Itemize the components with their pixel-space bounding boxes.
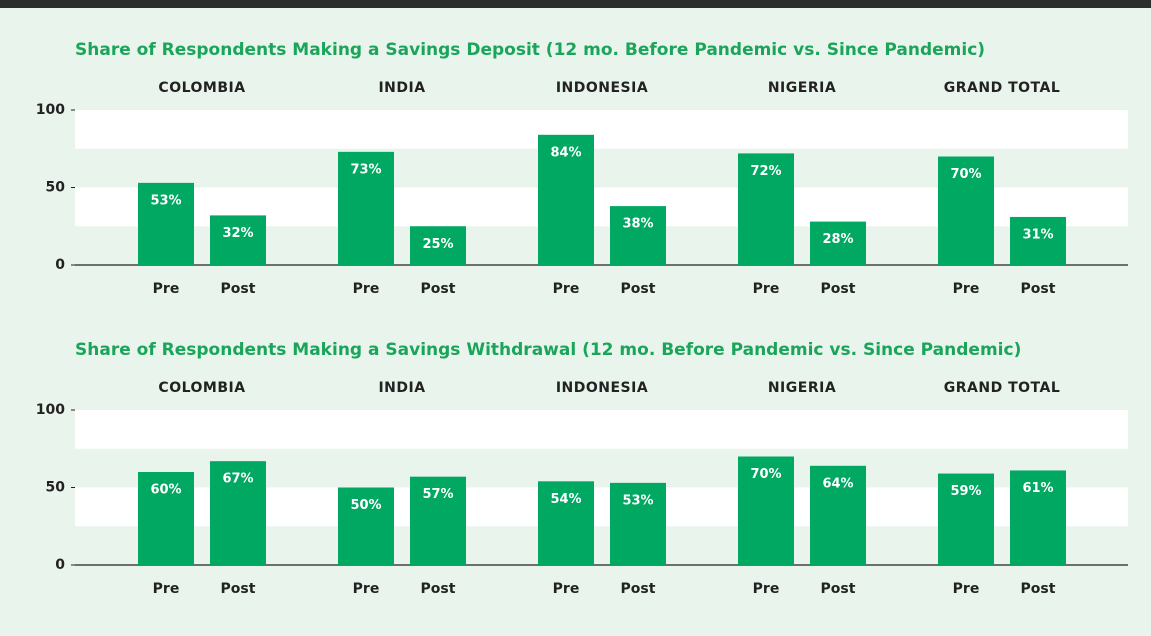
y-tick-label: 50 [46, 180, 66, 196]
value-label: 28% [822, 232, 853, 247]
bar [538, 134, 594, 265]
y-tick-label: 0 [55, 557, 65, 573]
top-bar [0, 0, 1151, 8]
x-tick-label: Post [221, 581, 256, 597]
bar [138, 182, 194, 265]
group-label: COLOMBIA [158, 80, 245, 96]
chart-title: Share of Respondents Making a Savings De… [75, 40, 985, 60]
chart-title: Share of Respondents Making a Savings Wi… [75, 340, 1021, 360]
group-label: INDIA [378, 380, 425, 396]
x-tick-label: Pre [153, 581, 180, 597]
bar [938, 473, 994, 565]
bar [410, 476, 466, 565]
x-tick-label: Post [621, 581, 656, 597]
y-tick-label: 100 [36, 402, 65, 418]
value-label: 64% [822, 476, 853, 491]
y-tick-label: 100 [36, 102, 65, 118]
group-label: INDONESIA [556, 80, 648, 96]
x-tick-label: Post [421, 281, 456, 297]
x-tick-label: Pre [953, 581, 980, 597]
value-label: 32% [222, 226, 253, 241]
band [75, 110, 1128, 149]
group-label: GRAND TOTAL [944, 380, 1061, 396]
value-label: 53% [622, 493, 653, 508]
bar [338, 487, 394, 565]
x-tick-label: Post [221, 281, 256, 297]
y-tick-label: 50 [46, 480, 66, 496]
x-tick-label: Post [821, 281, 856, 297]
bar [538, 481, 594, 565]
bar [610, 206, 666, 265]
x-tick-label: Pre [353, 581, 380, 597]
group-label: NIGERIA [768, 380, 836, 396]
value-label: 57% [422, 487, 453, 502]
bar [410, 226, 466, 265]
value-label: 38% [622, 217, 653, 232]
y-tick-label: 0 [55, 257, 65, 273]
bar [138, 472, 194, 565]
x-tick-label: Post [621, 281, 656, 297]
value-label: 50% [350, 498, 381, 513]
bar [210, 461, 266, 565]
x-tick-label: Post [1021, 281, 1056, 297]
band [75, 410, 1128, 449]
value-label: 61% [1022, 481, 1053, 496]
value-label: 31% [1022, 227, 1053, 242]
value-label: 54% [550, 492, 581, 507]
group-label: NIGERIA [768, 80, 836, 96]
value-label: 73% [350, 162, 381, 177]
group-label: INDONESIA [556, 380, 648, 396]
x-tick-label: Pre [553, 581, 580, 597]
bar [810, 465, 866, 565]
value-label: 60% [150, 483, 181, 498]
bar [938, 156, 994, 265]
x-tick-label: Post [1021, 581, 1056, 597]
x-tick-label: Pre [753, 581, 780, 597]
value-label: 84% [550, 145, 581, 160]
bar [738, 153, 794, 265]
value-label: 25% [422, 237, 453, 252]
x-tick-label: Pre [153, 281, 180, 297]
value-label: 72% [750, 164, 781, 179]
value-label: 70% [750, 467, 781, 482]
x-tick-label: Pre [353, 281, 380, 297]
value-label: 70% [950, 167, 981, 182]
x-tick-label: Post [421, 581, 456, 597]
x-tick-label: Pre [553, 281, 580, 297]
x-tick-label: Pre [953, 281, 980, 297]
group-label: GRAND TOTAL [944, 80, 1061, 96]
bar [738, 456, 794, 565]
bar [1010, 470, 1066, 565]
value-label: 67% [222, 472, 253, 487]
bar [810, 221, 866, 265]
bar [338, 151, 394, 265]
value-label: 53% [150, 193, 181, 208]
group-label: INDIA [378, 80, 425, 96]
value-label: 59% [950, 484, 981, 499]
group-label: COLOMBIA [158, 380, 245, 396]
x-tick-label: Pre [753, 281, 780, 297]
bar [1010, 216, 1066, 265]
bar [210, 215, 266, 265]
bar [610, 482, 666, 565]
x-tick-label: Post [821, 581, 856, 597]
